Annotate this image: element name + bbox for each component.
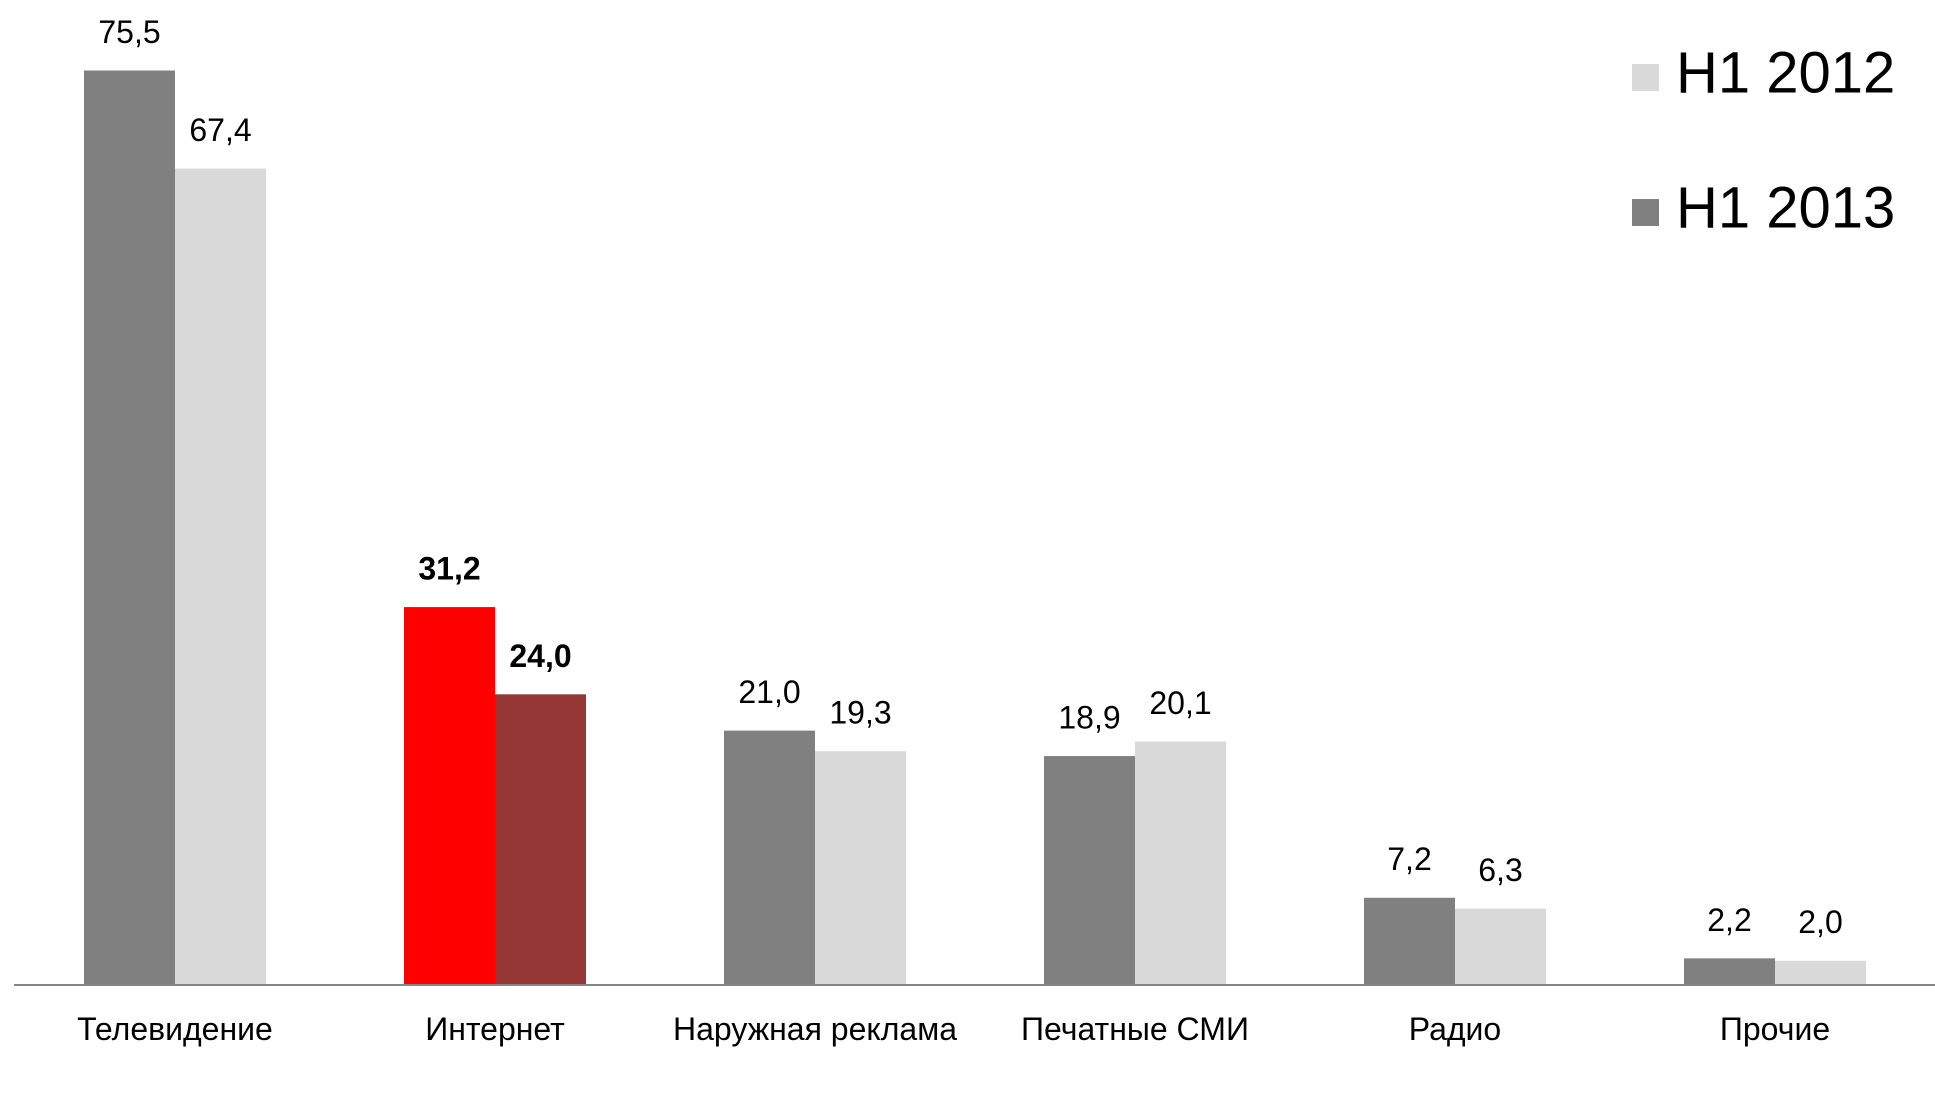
bar [1455,908,1546,985]
value-label: 6,3 [1478,852,1522,888]
value-label: 19,3 [829,695,891,731]
x-tick-label: Наружная реклама [672,1011,957,1047]
bar [1135,741,1226,985]
bar [175,168,266,985]
legend-label: H1 2012 [1676,40,1895,105]
bar [1684,958,1775,985]
value-label: 31,2 [418,551,480,587]
bar [1044,756,1135,985]
value-label: 67,4 [189,112,251,148]
x-tick-label: Радио [1408,1011,1502,1047]
bar [815,751,906,985]
value-label: 21,0 [738,674,800,710]
value-label: 2,2 [1707,902,1751,938]
value-label: 18,9 [1058,700,1120,736]
bar [495,694,586,985]
bar [84,70,175,986]
legend-swatch [1632,199,1659,226]
bar [724,730,815,985]
bar [404,607,495,985]
x-tick-label: Интернет [425,1011,565,1047]
legend-swatch [1632,64,1659,91]
bar [1775,960,1866,985]
legend-label: H1 2013 [1676,175,1895,240]
value-label: 75,5 [98,14,160,50]
x-tick-label: Прочие [1719,1011,1831,1047]
value-label: 24,0 [509,638,571,674]
x-tick-label: Печатные СМИ [1021,1011,1249,1047]
value-label: 20,1 [1149,685,1211,721]
bar [1364,897,1455,985]
value-label: 7,2 [1387,841,1431,877]
x-tick-label: Телевидение [77,1011,273,1047]
value-label: 2,0 [1798,904,1842,940]
